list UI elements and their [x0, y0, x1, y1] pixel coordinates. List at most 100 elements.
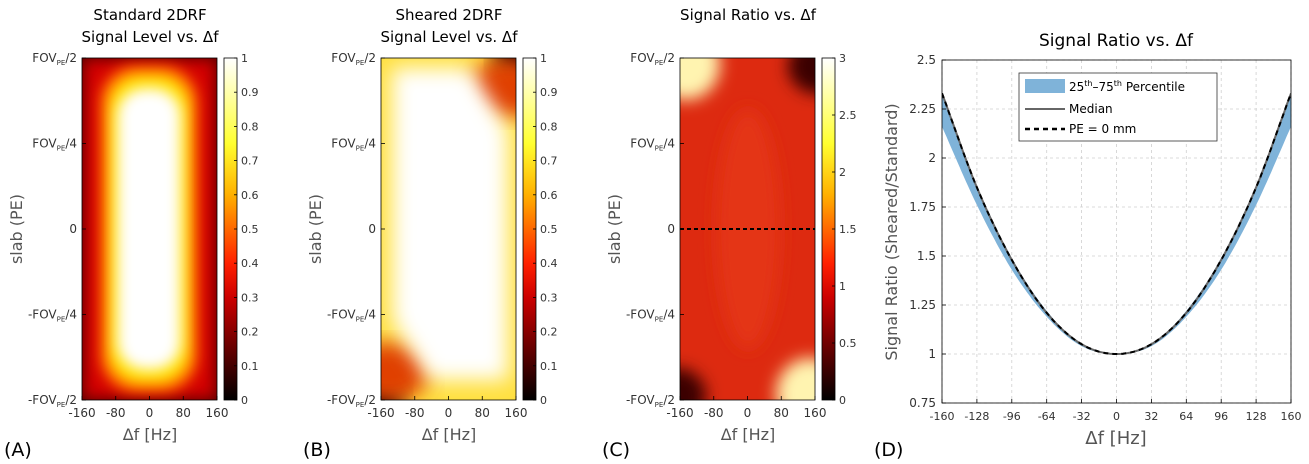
legend-band-label: 25th–75th Percentile — [1069, 79, 1185, 94]
panel-b-xlabel: Δf [Hz] — [422, 425, 477, 444]
panel-d-ytick-label: 0.75 — [909, 396, 936, 410]
panel-b-ytick-label: -FOVPE/2 — [327, 393, 376, 409]
panel-b-xtick-label: 0 — [445, 406, 453, 420]
panel-c: Signal Ratio vs. Δf -160 -80 0 80 160 FOVPE/2… — [602, 6, 857, 461]
panel-d-pe0-line — [942, 92, 1291, 355]
panel-b-xtick-label: -80 — [405, 406, 425, 420]
panel-b-colorbar-tick-label: 0.5 — [540, 223, 558, 236]
panel-d-title: Signal Ratio vs. Δf — [1039, 31, 1194, 51]
panel-b-xtick-label: 160 — [505, 406, 528, 420]
panel-b-colorbar-tick-label: 1 — [540, 52, 547, 65]
panel-a-colorbar-tick-label: 0.6 — [241, 189, 259, 202]
panel-b-colorbar-tick-label: 0.3 — [540, 291, 558, 304]
legend-band-swatch — [1025, 79, 1065, 93]
panel-b-axes: -160 -80 0 80 160 FOVPE/2 FOVPE/4 0 -FOVPE/4 -FOV… — [327, 51, 527, 420]
panel-b-xtick-label: -160 — [367, 406, 394, 420]
panel-a-xlabel: Δf [Hz] — [123, 425, 178, 444]
panel-a-xtick-label: -80 — [106, 406, 126, 420]
panel-c-xtick-label: 0 — [744, 406, 752, 420]
panel-d-xtick-label: -96 — [1003, 410, 1021, 423]
panel-a-subtitle: Signal Level vs. Δf — [82, 28, 220, 46]
panel-b-colorbar-tick-label: 0.6 — [540, 189, 558, 202]
panel-c-xlabel: Δf [Hz] — [721, 425, 776, 444]
panel-c-colorbar-tick-label: 2 — [839, 166, 846, 179]
panel-d-ytick-label: 1.25 — [909, 298, 936, 312]
panel-c-label: (C) — [602, 439, 630, 461]
panel-c-ytick-label: 0 — [667, 222, 675, 236]
panel-b-colorbar-tick-label: 0 — [540, 394, 547, 407]
panel-d-ylabel: Signal Ratio (Sheared/Standard) — [882, 103, 901, 360]
panel-a-ytick-label: -FOVPE/2 — [28, 393, 77, 409]
panel-d-ytick-label: 1.75 — [909, 200, 936, 214]
panel-b-colorbar-tick-label: 0.1 — [540, 360, 558, 373]
legend-pe0-label: PE = 0 mm — [1069, 122, 1136, 136]
panel-a-colorbar-tick-label: 0.2 — [241, 326, 259, 339]
panel-a-colorbar-tick-label: 0.7 — [241, 155, 259, 168]
panel-c-ytick-label: -FOVPE/2 — [626, 393, 675, 409]
panel-a-colorbar-tick-label: 0.5 — [241, 223, 259, 236]
panel-a-colorbar-tick-label: 0.1 — [241, 360, 259, 373]
panel-d: Signal Ratio vs. Δf -160 -128 -96 -64 -32 0 32… — [874, 31, 1302, 461]
panel-c-colorbar-tick-label: 0 — [839, 394, 846, 407]
panel-c-xtick-label: 80 — [774, 406, 789, 420]
panel-c-colorbar-tick-label: 2.5 — [839, 109, 857, 122]
panel-a-xtick-label: 80 — [176, 406, 191, 420]
panel-a: Standard 2DRF Signal Level vs. Δf -160 -8… — [4, 6, 259, 461]
panel-d-xtick-label: -64 — [1038, 410, 1056, 423]
panel-c-ytick-label: FOVPE/4 — [630, 137, 675, 153]
panel-b: Sheared 2DRF Signal Level vs. Δf -160 -80… — [303, 6, 558, 461]
panel-c-axes: -160 -80 0 80 160 FOVPE/2 FOVPE/4 0 -FOVPE/4 -FOV… — [626, 51, 826, 420]
panel-a-ytick-label: -FOVPE/4 — [28, 308, 77, 324]
panel-b-colorbar-ticks: 1 0.9 0.8 0.7 0.6 0.5 0.4 0.3 0.2 0.1 0 — [533, 52, 558, 407]
panel-d-xtick-label: 32 — [1144, 410, 1158, 423]
panel-d-ytick-label: 2 — [928, 151, 936, 165]
panel-c-colorbar-tick-label: 0.5 — [839, 337, 857, 350]
panel-a-ytick-label: FOVPE/4 — [32, 137, 77, 153]
panel-a-xtick-label: 0 — [146, 406, 154, 420]
panel-b-label: (B) — [303, 439, 331, 461]
panel-b-xtick-label: 80 — [475, 406, 490, 420]
panel-b-ylabel: slab (PE) — [306, 194, 325, 264]
panel-c-xtick-label: -160 — [666, 406, 693, 420]
panel-a-label: (A) — [4, 439, 32, 461]
panel-d-legend: 25th–75th Percentile Median PE = 0 mm — [1018, 72, 1218, 142]
panel-a-heatmap — [82, 58, 217, 400]
panel-c-colorbar-tick-label: 3 — [839, 52, 846, 65]
panel-c-colorbar-tick-label: 1 — [839, 280, 846, 293]
panel-b-title: Sheared 2DRF — [396, 6, 503, 24]
panel-b-ytick-label: -FOVPE/4 — [327, 308, 376, 324]
panel-a-ytick-label: 0 — [69, 222, 77, 236]
panel-d-xtick-label: -160 — [930, 410, 955, 423]
panel-b-colorbar-tick-label: 0.2 — [540, 326, 558, 339]
panel-d-xtick-label: 128 — [1246, 410, 1267, 423]
panel-d-xtick-label: -32 — [1073, 410, 1091, 423]
panel-b-colorbar-tick-label: 0.7 — [540, 155, 558, 168]
panel-b-ytick-label: FOVPE/4 — [331, 137, 376, 153]
panel-d-xtick-label: 96 — [1214, 410, 1228, 423]
panel-a-colorbar-tick-label: 0.8 — [241, 120, 259, 133]
panel-c-xtick-label: -80 — [704, 406, 724, 420]
panel-a-ytick-label: FOVPE/2 — [32, 51, 77, 67]
panel-c-title: Signal Ratio vs. Δf — [680, 6, 817, 24]
panel-b-subtitle: Signal Level vs. Δf — [381, 28, 519, 46]
panel-a-colorbar-tick-label: 1 — [241, 52, 248, 65]
panel-c-xtick-label: 160 — [804, 406, 827, 420]
panel-d-xlabel: Δf [Hz] — [1085, 428, 1146, 449]
panel-b-colorbar-tick-label: 0.9 — [540, 86, 558, 99]
panel-d-xtick-label: 0 — [1113, 410, 1120, 423]
panel-b-ytick-label: 0 — [368, 222, 376, 236]
panel-c-colorbar-ticks: 3 2.5 2 1.5 1 0.5 0 — [832, 52, 857, 407]
panel-b-heatmap — [381, 58, 516, 400]
legend-median-label: Median — [1069, 102, 1113, 116]
panel-a-colorbar-tick-label: 0.9 — [241, 86, 259, 99]
panel-a-axes: -160 -80 0 80 160 FOVPE/2 FOVPE/4 0 -FOVPE/4 -FOV… — [28, 51, 228, 420]
panel-a-colorbar-tick-label: 0.3 — [241, 291, 259, 304]
panel-c-colorbar-tick-label: 1.5 — [839, 223, 857, 236]
panel-d-axes: -160 -128 -96 -64 -32 0 32 64 96 128 160 0.75 1 1.25 1… — [909, 53, 1301, 423]
panel-c-ylabel: slab (PE) — [605, 194, 624, 264]
panel-d-ytick-label: 2.25 — [909, 102, 936, 116]
panel-c-ytick-label: FOVPE/2 — [630, 51, 675, 67]
panel-a-colorbar-ticks: 1 0.9 0.8 0.7 0.6 0.5 0.4 0.3 0.2 0.1 0 — [234, 52, 259, 407]
panel-d-label: (D) — [874, 439, 903, 461]
